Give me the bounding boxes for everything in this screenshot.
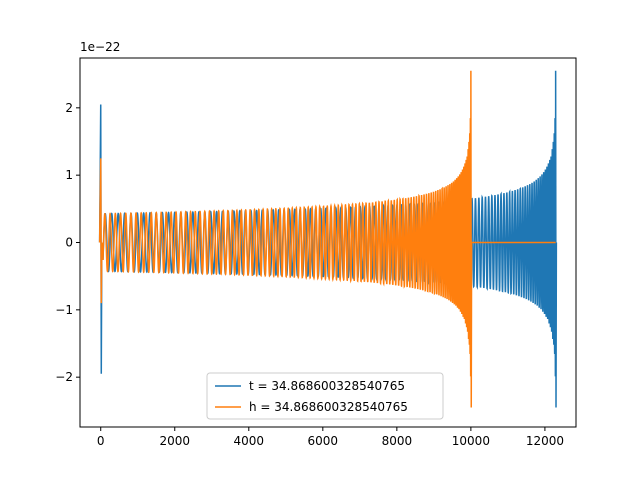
y-tick-label: 2 — [65, 101, 73, 115]
series-line-2 — [98, 70, 556, 408]
x-axis: 0 2000 4000 6000 8000 10000 12000 — [97, 427, 564, 448]
y-axis: −2 −1 0 1 2 — [55, 101, 80, 384]
legend: t = 34.868600328540765 h = 34.86860032854… — [206, 372, 444, 420]
y-tick-label: 0 — [65, 236, 73, 250]
legend-box — [206, 372, 444, 420]
x-tick-label: 4000 — [234, 434, 265, 448]
x-tick-label: 6000 — [308, 434, 339, 448]
y-scale-exponent: 1e−22 — [80, 40, 120, 54]
legend-label: t = 34.868600328540765 — [249, 379, 405, 393]
x-tick-label: 10000 — [452, 434, 490, 448]
x-tick-label: 2000 — [159, 434, 190, 448]
x-tick-label: 12000 — [526, 434, 564, 448]
x-tick-label: 0 — [97, 434, 105, 448]
x-tick-label: 8000 — [382, 434, 413, 448]
legend-label: h = 34.868600328540765 — [249, 400, 408, 414]
y-tick-label: −2 — [55, 370, 73, 384]
y-tick-label: 1 — [65, 168, 73, 182]
y-tick-label: −1 — [55, 303, 73, 317]
